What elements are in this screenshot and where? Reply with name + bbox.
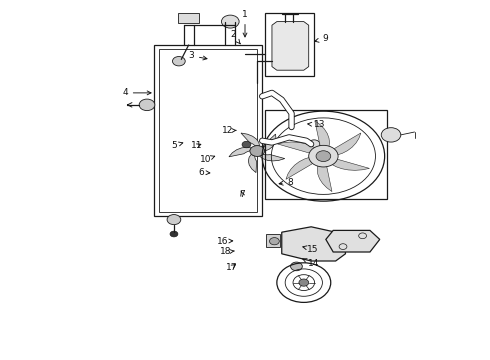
Polygon shape xyxy=(260,154,285,161)
Polygon shape xyxy=(229,147,251,157)
Polygon shape xyxy=(327,158,369,170)
Text: 4: 4 xyxy=(122,88,151,97)
Circle shape xyxy=(139,99,155,111)
Circle shape xyxy=(250,145,265,156)
Polygon shape xyxy=(266,234,280,247)
Text: 9: 9 xyxy=(315,34,328,43)
Polygon shape xyxy=(277,142,320,154)
Text: 7: 7 xyxy=(239,189,245,198)
Text: 17: 17 xyxy=(226,263,238,271)
Text: 18: 18 xyxy=(220,248,234,256)
Circle shape xyxy=(316,151,331,162)
Text: 13: 13 xyxy=(308,120,326,129)
Text: 11: 11 xyxy=(191,141,203,150)
Text: 5: 5 xyxy=(171,141,183,150)
Text: 15: 15 xyxy=(303,245,318,253)
Text: 2: 2 xyxy=(230,31,240,44)
Text: 14: 14 xyxy=(303,259,320,269)
Circle shape xyxy=(309,145,338,167)
Text: 6: 6 xyxy=(198,168,210,177)
Polygon shape xyxy=(315,121,329,152)
Circle shape xyxy=(242,141,251,148)
Circle shape xyxy=(381,128,401,142)
Circle shape xyxy=(221,15,239,28)
Polygon shape xyxy=(282,227,345,261)
Text: 10: 10 xyxy=(200,155,215,164)
Polygon shape xyxy=(248,154,257,172)
Circle shape xyxy=(299,279,309,286)
Polygon shape xyxy=(326,230,380,252)
Circle shape xyxy=(172,57,185,66)
Polygon shape xyxy=(329,133,361,156)
Circle shape xyxy=(170,231,178,237)
Polygon shape xyxy=(178,13,199,23)
Text: 1: 1 xyxy=(242,10,248,37)
Circle shape xyxy=(270,238,279,245)
Text: 3: 3 xyxy=(188,51,207,60)
Polygon shape xyxy=(318,161,332,192)
Text: 8: 8 xyxy=(279,177,294,186)
Circle shape xyxy=(308,140,320,148)
Text: 12: 12 xyxy=(222,126,236,135)
Polygon shape xyxy=(241,133,260,146)
Polygon shape xyxy=(272,22,309,70)
Circle shape xyxy=(167,215,181,225)
Polygon shape xyxy=(263,134,276,151)
Polygon shape xyxy=(286,156,318,179)
Text: 16: 16 xyxy=(217,237,233,246)
Circle shape xyxy=(291,262,302,271)
